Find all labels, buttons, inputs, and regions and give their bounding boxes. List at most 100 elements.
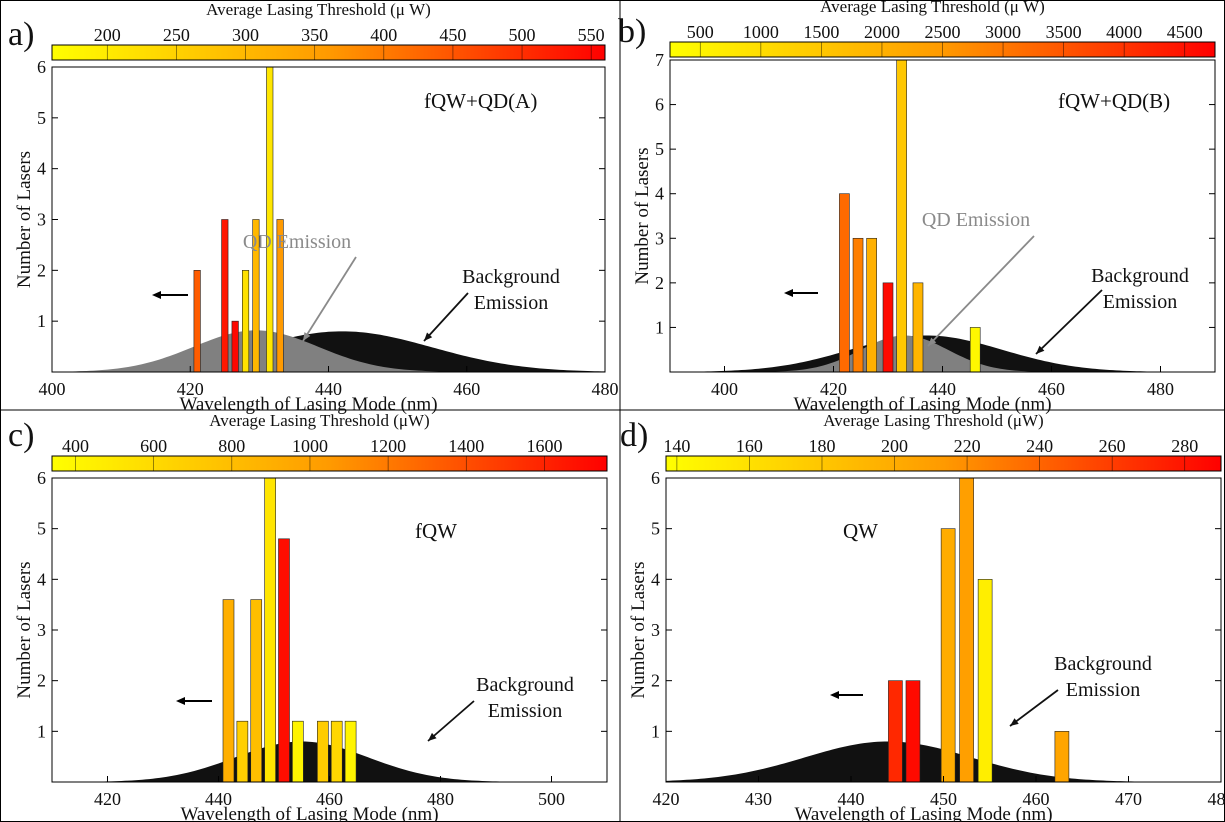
colorbar-label: Average Lasing Threshold (μW) (209, 411, 429, 430)
y-tick-label: 2 (655, 273, 664, 293)
bar-2 (221, 219, 229, 373)
background-emission-label: Emission (1066, 679, 1140, 701)
colorbar-tick-label: 200 (881, 436, 908, 456)
plot-area (670, 60, 1215, 372)
bar-1 (222, 599, 235, 783)
y-tick-label: 5 (655, 139, 664, 159)
colorbar-label: Average Lasing Threshold (μ W) (206, 0, 431, 19)
y-tick-label: 2 (651, 671, 660, 691)
colorbar-tick-label: 240 (1026, 436, 1053, 456)
panel-4: d) Average Lasing Threshold (μW) 140 160 180… (620, 411, 1225, 822)
plot-area (52, 67, 605, 372)
bar-5 (977, 579, 993, 783)
emission-pointer (1009, 689, 1059, 727)
emission-pointer (427, 700, 475, 742)
emission-pointer (302, 256, 357, 342)
colorbar-tick-label: 1000 (292, 436, 328, 456)
colorbar-label: Average Lasing Threshold (μW) (823, 411, 1043, 430)
background-emission-label: Emission (474, 292, 548, 314)
colorbar-tick-label: 160 (736, 436, 763, 456)
colorbar-tick-label: 350 (301, 25, 328, 45)
colorbar (665, 455, 1222, 472)
y-tick-label: 1 (37, 721, 46, 741)
y-tick-label: 5 (37, 519, 46, 539)
y-tick-label: 3 (37, 620, 46, 640)
sample-annotation: QW (843, 519, 878, 543)
bar-7 (969, 327, 981, 373)
qd-emission-curve (670, 335, 1215, 372)
emission-pointer (927, 235, 1035, 347)
panel-label: c) (8, 417, 34, 454)
y-axis-label: Number of Lasers (14, 151, 35, 288)
y-tick-label: 3 (655, 228, 664, 248)
bar-2 (236, 720, 249, 783)
y-axis-label: Number of Lasers (628, 561, 649, 698)
colorbar-tick-label: 450 (439, 25, 466, 45)
colorbar-tick-label: 500 (509, 25, 536, 45)
y-tick-label: 2 (37, 260, 46, 280)
colorbar-tick-label: 2500 (925, 22, 961, 42)
x-tick-label: 480 (1208, 789, 1225, 809)
colorbar-tick-label: 4500 (1167, 22, 1203, 42)
bar-9 (344, 720, 357, 783)
bar-3 (866, 237, 877, 373)
x-tick-label: 460 (1038, 379, 1065, 399)
colorbar-tick-label: 260 (1099, 436, 1126, 456)
panel-label: b) (618, 13, 646, 50)
panel-1: a) Average Lasing Threshold (μ W) 200 250 30… (8, 0, 619, 415)
colorbar-tick-label: 1500 (803, 22, 839, 42)
y-tick-label: 6 (655, 95, 664, 115)
bar-3 (250, 599, 263, 783)
x-tick-label: 470 (1115, 789, 1142, 809)
colorbar-tick-label: 600 (140, 436, 167, 456)
emission-pointer (423, 292, 469, 342)
colorbar (51, 44, 606, 61)
x-axis-label: Wavelength of Lasing Mode (nm) (179, 394, 437, 415)
y-tick-label: 5 (37, 108, 46, 128)
x-tick-label: 440 (929, 379, 956, 399)
x-tick-label: 460 (316, 789, 343, 809)
x-axis-label: Wavelength of Lasing Mode (nm) (793, 394, 1051, 415)
x-tick-label: 420 (94, 789, 121, 809)
emission-pointer-head (928, 337, 937, 346)
y-tick-label: 3 (651, 620, 660, 640)
x-tick-label: 400 (39, 379, 66, 399)
colorbar-tick-label: 140 (663, 436, 690, 456)
background-emission-label: Emission (1103, 291, 1177, 313)
colorbar-tick-label: 800 (218, 436, 245, 456)
colorbar-tick-label: 400 (370, 25, 397, 45)
x-axis-label: Wavelength of Lasing Mode (nm) (794, 804, 1052, 822)
bar-2 (852, 237, 864, 373)
background-emission-label: Background (1091, 265, 1189, 287)
panel-3: c) Average Lasing Threshold (μW) 400 600 800… (8, 411, 608, 822)
x-axis-label: Wavelength of Lasing Mode (nm) (180, 804, 438, 822)
y-tick-label: 4 (37, 569, 46, 589)
background-emission-label: Emission (488, 700, 562, 722)
x-tick-label: 480 (1147, 379, 1174, 399)
colorbar-tick-label: 1200 (370, 436, 406, 456)
y-tick-label: 2 (37, 671, 46, 691)
y-tick-label: 4 (37, 159, 46, 179)
bar-4 (882, 282, 894, 373)
y-tick-label: 6 (651, 468, 660, 488)
x-tick-label: 440 (838, 789, 865, 809)
plot-area (52, 478, 607, 782)
panel-label: d) (620, 417, 648, 454)
background-emission-label: Background (462, 266, 560, 288)
y-tick-label: 6 (37, 468, 46, 488)
colorbar-tick-label: 200 (94, 25, 121, 45)
bar-6 (1054, 731, 1070, 783)
x-tick-label: 460 (453, 379, 480, 399)
colorbar (51, 455, 608, 472)
panel-label: a) (8, 16, 34, 53)
colorbar-tick-label: 400 (62, 436, 89, 456)
left-arrow-head (152, 291, 161, 299)
colorbar-tick-label: 1400 (448, 436, 484, 456)
x-tick-label: 440 (205, 789, 232, 809)
bar-6 (912, 282, 924, 373)
left-arrow-head (784, 289, 793, 297)
panel-2: b) Average Lasing Threshold (μ W) 500 1000 1… (618, 0, 1216, 415)
emission-pointer-head (1010, 718, 1019, 726)
y-tick-label: 4 (655, 184, 664, 204)
